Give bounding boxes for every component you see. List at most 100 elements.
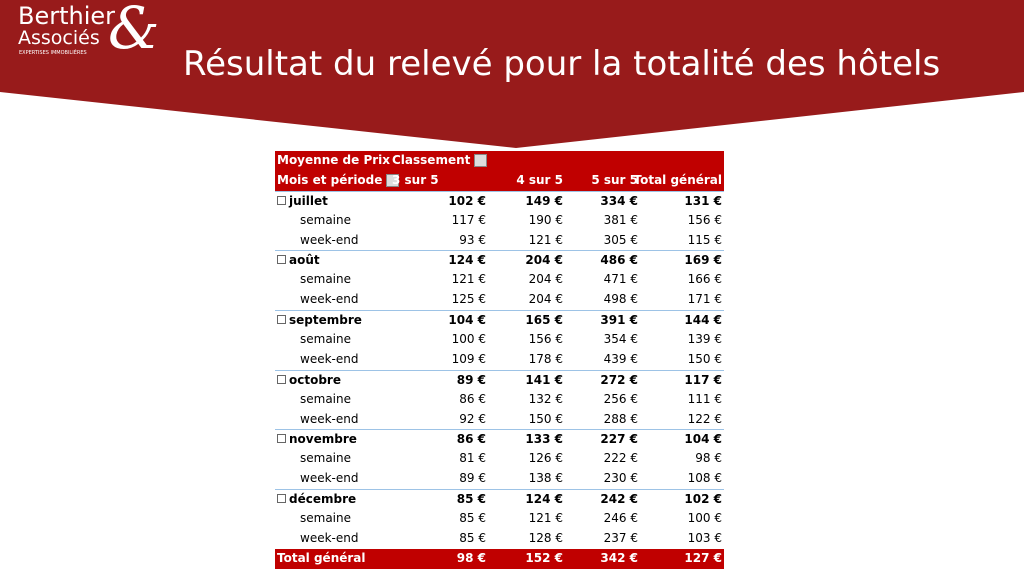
detail-row: semaine 117 € 190 € 381 € 156 €	[275, 211, 724, 231]
cell: 227 €	[600, 430, 638, 450]
cell: 127 €	[684, 549, 722, 569]
cell-text: 121 €	[528, 511, 563, 526]
cell: 150 €	[529, 410, 563, 430]
cell: 128 €	[529, 529, 563, 549]
cell: 242 €	[600, 490, 638, 510]
cell: 237 €	[604, 529, 638, 549]
cell-text: 288 €	[603, 411, 638, 426]
cell-text: 98 €	[456, 550, 486, 565]
cell-text: 222 €	[603, 451, 638, 466]
cell: 124 €	[525, 490, 563, 510]
cell-text: 133 €	[525, 432, 563, 447]
cell: 81 €	[459, 449, 486, 469]
cell: 109 €	[452, 350, 486, 370]
cell: 121 €	[452, 270, 486, 290]
cell-text: 115 €	[687, 232, 722, 247]
cell: 169 €	[684, 251, 722, 271]
cell: juillet	[277, 192, 328, 212]
cell: 133 €	[525, 430, 563, 450]
cell-text: 117 €	[684, 372, 722, 387]
filter-button[interactable]	[386, 173, 400, 187]
cell: 86 €	[459, 390, 486, 410]
cell: 141 €	[525, 371, 563, 391]
cell: 121 €	[529, 509, 563, 529]
cell-text: 156 €	[528, 332, 563, 347]
header-row: Mois et période 3 sur 5 4 sur 5 5 sur 5 Tota…	[275, 170, 724, 191]
cell: 381 €	[604, 211, 638, 231]
cell: Mois et période	[277, 171, 400, 191]
cell-text: week-end	[300, 411, 359, 426]
cell: week-end	[300, 410, 358, 430]
cell: semaine	[300, 390, 351, 410]
collapse-button[interactable]	[277, 195, 286, 205]
cell-text: 81 €	[459, 451, 486, 466]
cell-text: 204 €	[528, 272, 563, 287]
cell: 126 €	[529, 449, 563, 469]
cell-text: 3 sur 5	[392, 172, 439, 187]
cell-text: 131 €	[684, 193, 722, 208]
group-row: novembre 86 € 133 € 227 € 104 €	[275, 429, 724, 449]
logo-tagline: EXPERTISES IMMOBILIÈRES	[19, 50, 87, 56]
cell: 391 €	[600, 311, 638, 331]
cell-text: week-end	[300, 232, 359, 247]
cell: 131 €	[684, 192, 722, 212]
cell-text: 89 €	[456, 372, 486, 387]
cell-text: semaine	[300, 212, 351, 227]
cell-text: 144 €	[684, 313, 722, 328]
cell: 86 €	[457, 430, 486, 450]
cell: 132 €	[529, 390, 563, 410]
cell: 152 €	[525, 549, 563, 569]
logo-second: Associés	[18, 27, 100, 49]
pivot-table: Moyenne de Prix Classement Mois et période…	[275, 151, 724, 569]
cell-text: 85 €	[456, 492, 486, 507]
cell: 149 €	[525, 192, 563, 212]
collapse-button[interactable]	[277, 494, 286, 504]
cell-text: 156 €	[687, 212, 722, 227]
cell-text: 89 €	[459, 471, 486, 486]
cell: 204 €	[529, 270, 563, 290]
cell-text: 128 €	[528, 530, 563, 545]
collapse-button[interactable]	[277, 315, 286, 325]
cell-text: 85 €	[459, 530, 486, 545]
group-row: décembre 85 € 124 € 242 € 102 €	[275, 489, 724, 509]
cell: week-end	[300, 350, 358, 370]
cell: 85 €	[459, 529, 486, 549]
cell-text: semaine	[300, 272, 351, 287]
column-header: 5 sur 5	[591, 171, 638, 191]
cell: 98 €	[457, 549, 486, 569]
cell: 156 €	[688, 211, 722, 231]
cell-text: 272 €	[600, 372, 638, 387]
cell-text: 165 €	[525, 313, 563, 328]
cell: 124 €	[448, 251, 486, 271]
cell-text: septembre	[289, 313, 362, 328]
collapse-button[interactable]	[277, 374, 286, 384]
cell: 222 €	[604, 449, 638, 469]
cell-text: 171 €	[687, 292, 722, 307]
cell: Classement	[392, 151, 488, 171]
cell-text: 92 €	[459, 411, 486, 426]
cell: 486 €	[600, 251, 638, 271]
collapse-button[interactable]	[277, 255, 286, 265]
cell-text: 204 €	[525, 253, 563, 268]
cell-text: 334 €	[600, 193, 638, 208]
logo-ampersand: &	[108, 0, 160, 62]
cell: 156 €	[529, 330, 563, 350]
cell: décembre	[277, 490, 356, 510]
collapse-button[interactable]	[277, 434, 286, 444]
cell-text: 109 €	[451, 351, 486, 366]
detail-row: week-end 93 € 121 € 305 € 115 €	[275, 231, 724, 251]
cell-text: 111 €	[687, 391, 722, 406]
detail-row: semaine 85 € 121 € 246 € 100 €	[275, 509, 724, 529]
cell-text: 342 €	[600, 550, 638, 565]
cell-text: 126 €	[528, 451, 563, 466]
cell: 272 €	[600, 371, 638, 391]
cell-text: 178 €	[528, 351, 563, 366]
cell-text: 121 €	[451, 272, 486, 287]
cell: week-end	[300, 231, 358, 251]
cell-text: 237 €	[603, 530, 638, 545]
cell-text: week-end	[300, 351, 359, 366]
cell-text: 498 €	[603, 292, 638, 307]
filter-button[interactable]	[474, 154, 488, 167]
logo-name: Berthier	[18, 2, 116, 30]
cell-text: 166 €	[687, 272, 722, 287]
